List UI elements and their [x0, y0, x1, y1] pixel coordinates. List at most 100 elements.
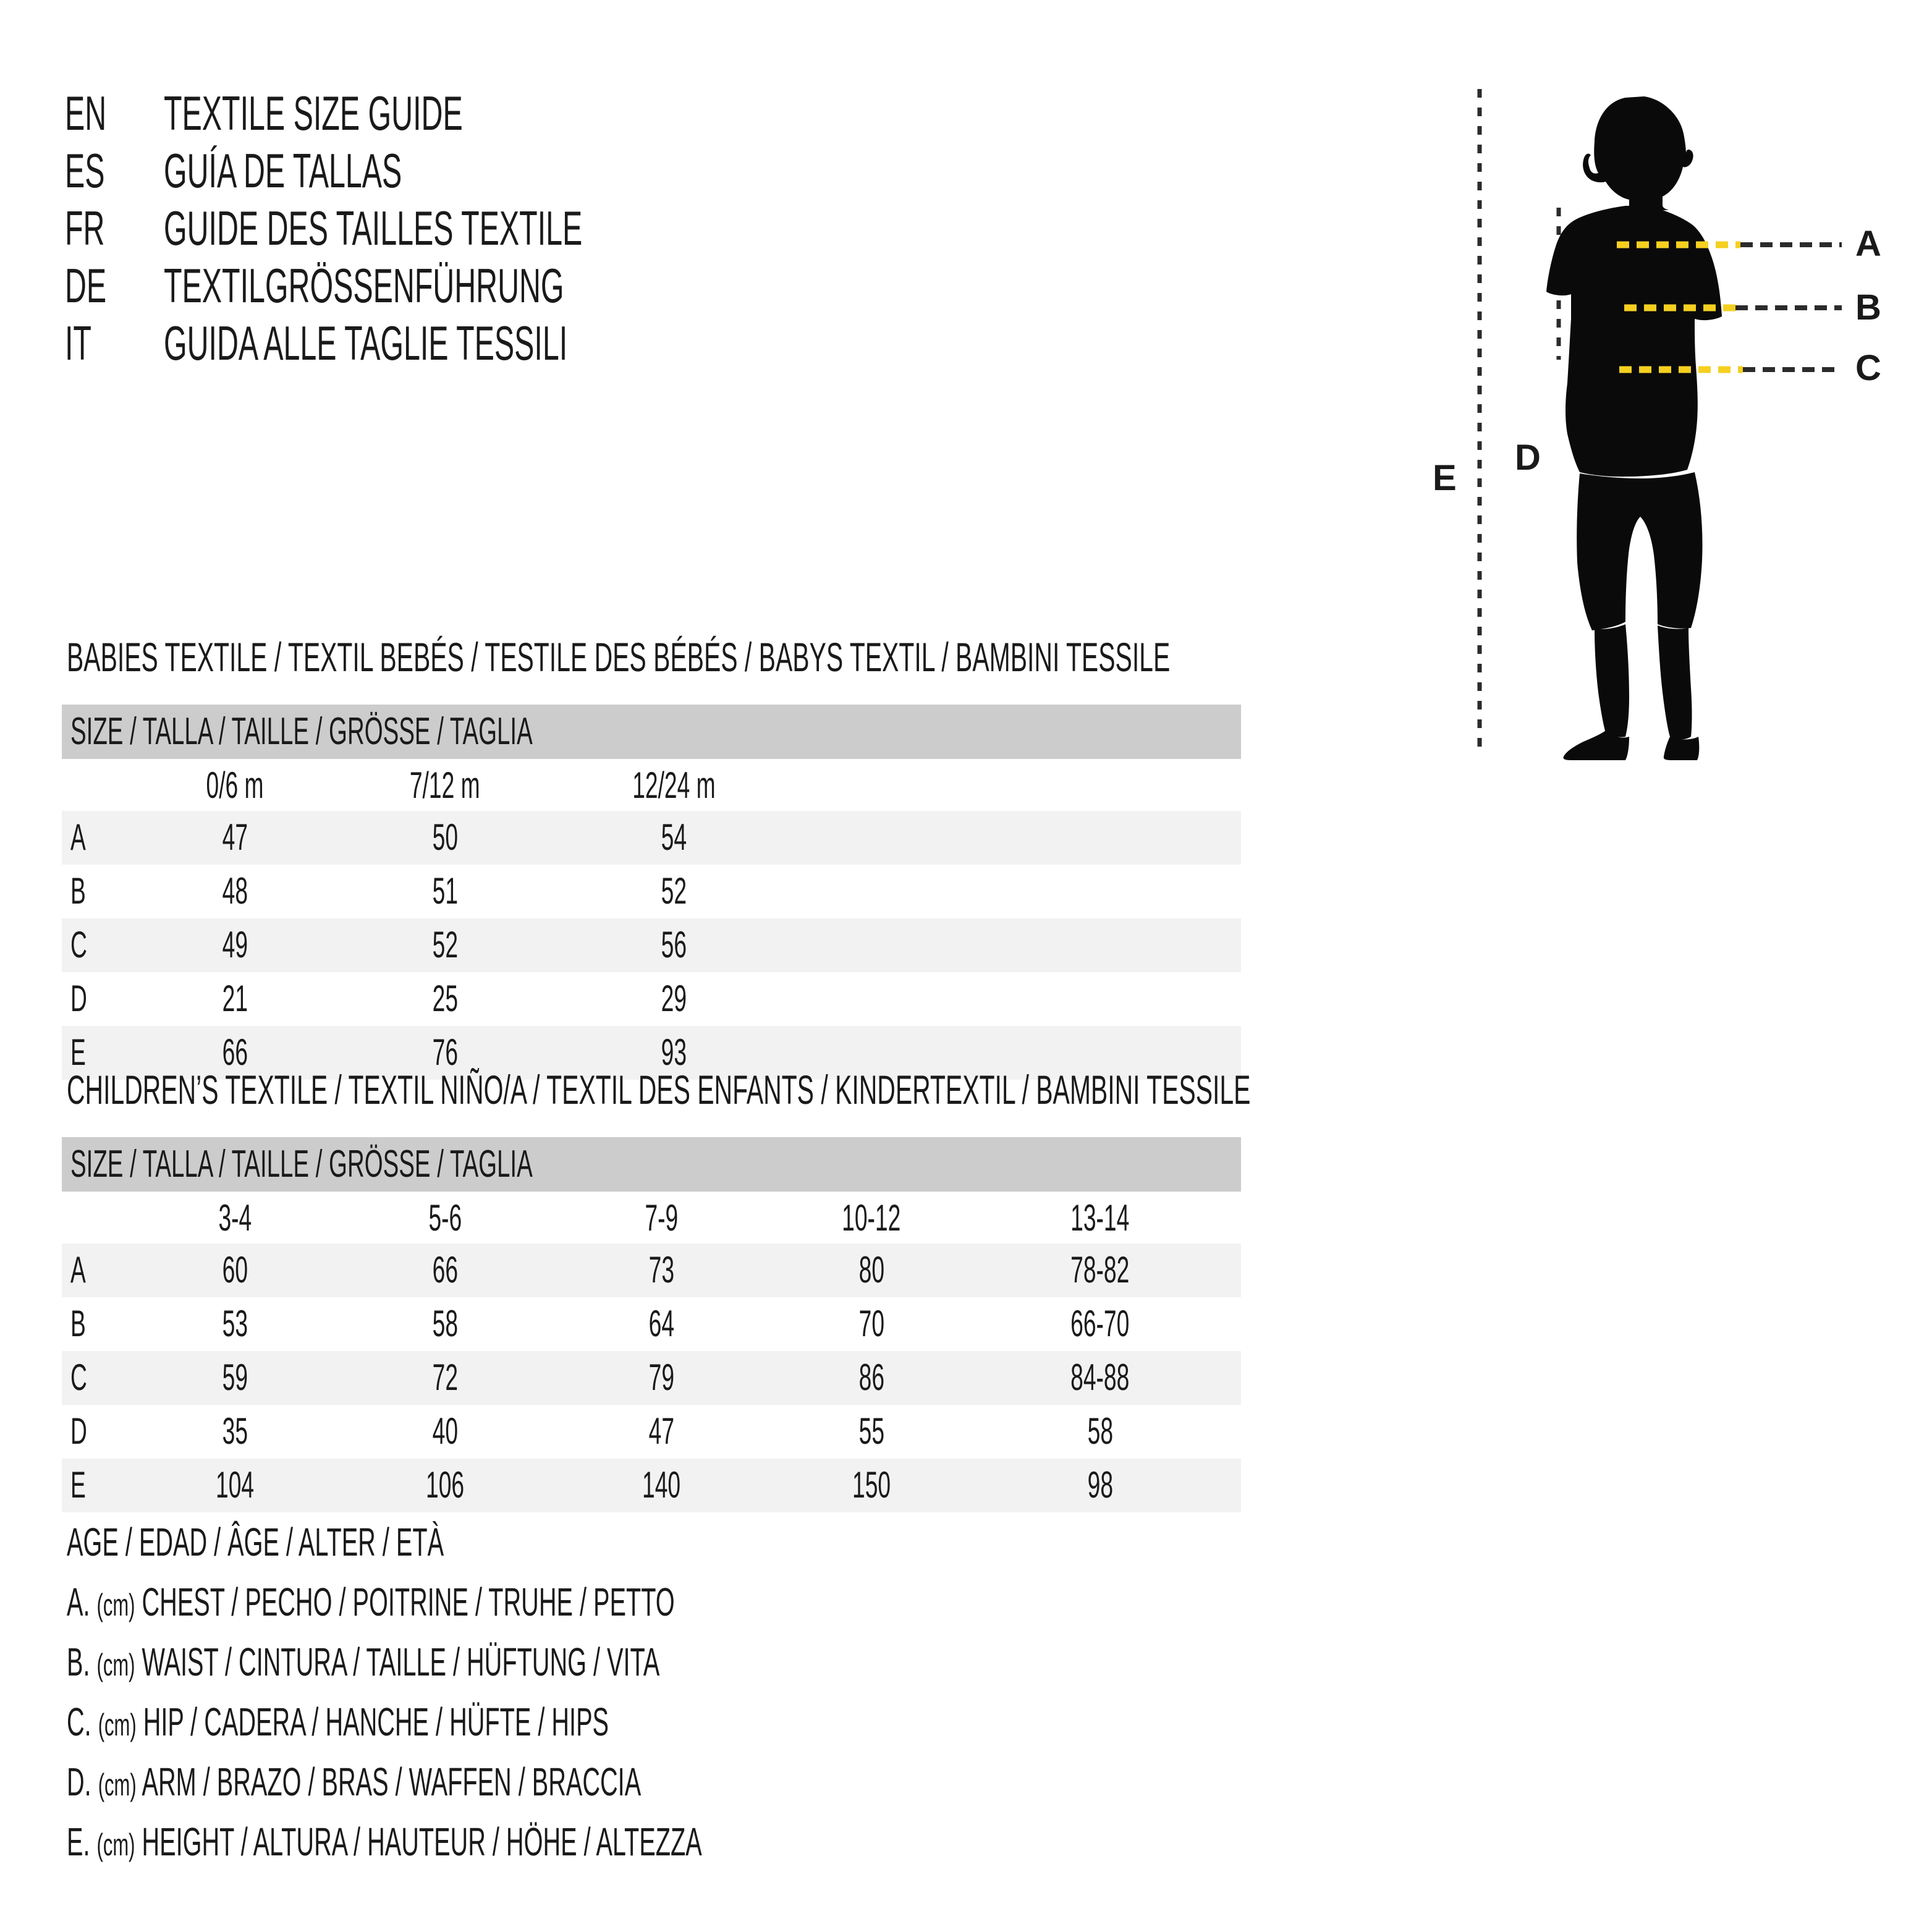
children-column-header-row: 3-4 5-6 7-9 10-12 13-14 — [62, 1192, 1241, 1244]
language-code: FR — [65, 201, 105, 255]
row-label: C — [70, 1357, 87, 1398]
row-label: B — [70, 870, 86, 912]
figure-label-waist: B — [1855, 287, 1881, 328]
table-row: C 49 52 56 — [62, 918, 1241, 972]
table-cell: 59 — [222, 1357, 248, 1398]
children-column-header: 5-6 — [428, 1197, 462, 1239]
row-label: B — [70, 1303, 86, 1344]
table-cell: 53 — [222, 1303, 248, 1344]
row-label: D — [70, 1410, 87, 1452]
legend-item-hip: C. (cm) HIP / CADERA / HANCHE / HÜFTE / … — [67, 1700, 609, 1744]
table-row: B 53 58 64 70 66-70 — [62, 1297, 1241, 1351]
language-row: FR GUIDE DES TAILLES TEXTILE — [65, 201, 1054, 259]
table-cell: 48 — [222, 870, 248, 912]
language-title: GUIDE DES TAILLES TEXTILE — [164, 201, 583, 255]
language-row: IT GUIDA ALLE TAGLIE TESSILI — [65, 316, 1054, 374]
table-row: A 47 50 54 — [62, 811, 1241, 865]
table-cell: 70 — [858, 1303, 884, 1344]
figure-label-arm: D — [1515, 438, 1541, 478]
body-silhouette-diagram — [1477, 89, 1842, 760]
table-row: E 104 106 140 150 98 — [62, 1459, 1241, 1512]
table-cell: 52 — [432, 924, 458, 965]
children-section-title: CHILDREN’S TEXTILE / TEXTIL NIÑO/A / TEX… — [67, 1067, 1251, 1112]
legend-item-height: E. (cm) HEIGHT / ALTURA / HAUTEUR / HÖHE… — [67, 1820, 702, 1864]
babies-column-header-row: 0/6 m 7/12 m 12/24 m — [62, 759, 1241, 811]
language-code: DE — [65, 258, 107, 313]
table-cell: 55 — [858, 1410, 884, 1452]
table-cell: 49 — [222, 924, 248, 965]
table-cell: 66 — [222, 1032, 248, 1073]
measurement-figure: E D A B C — [1409, 74, 1904, 760]
babies-column-header: 0/6 m — [206, 765, 264, 806]
language-row: ES GUÍA DE TALLAS — [65, 144, 1054, 201]
table-row: D 35 40 47 55 58 — [62, 1405, 1241, 1459]
table-cell: 78-82 — [1070, 1249, 1130, 1290]
table-row: B 48 51 52 — [62, 865, 1241, 918]
babies-column-header: 7/12 m — [410, 765, 480, 806]
figure-label-hip: C — [1855, 348, 1881, 388]
legend-item-waist: B. (cm) WAIST / CINTURA / TAILLE / HÜFTU… — [67, 1640, 660, 1684]
table-cell: 60 — [222, 1249, 248, 1290]
table-cell: 104 — [215, 1464, 255, 1506]
language-code: IT — [65, 316, 91, 370]
table-cell: 93 — [661, 1032, 687, 1073]
table-row: E 66 76 93 — [62, 1026, 1241, 1080]
legend-item-chest: A. (cm) CHEST / PECHO / POITRINE / TRUHE… — [67, 1580, 675, 1624]
table-cell: 86 — [858, 1357, 884, 1398]
children-column-header: 7-9 — [645, 1197, 678, 1239]
table-cell: 73 — [648, 1249, 674, 1290]
table-cell: 72 — [432, 1357, 458, 1398]
children-size-table: SIZE / TALLA / TAILLE / GRÖSSE / TAGLIA … — [62, 1137, 1241, 1512]
babies-size-header-label: SIZE / TALLA / TAILLE / GRÖSSE / TAGLIA — [70, 710, 533, 753]
row-label: A — [70, 816, 86, 858]
table-cell: 84-88 — [1070, 1357, 1130, 1398]
language-title: GUIDA ALLE TAGLIE TESSILI — [164, 316, 568, 370]
table-cell: 21 — [222, 978, 248, 1019]
figure-label-height: E — [1433, 458, 1457, 498]
table-cell: 52 — [661, 870, 687, 912]
measurement-legend: AGE / EDAD / ÂGE / ALTER / ETÀ A. (cm) C… — [67, 1520, 1091, 1880]
table-cell: 35 — [222, 1410, 248, 1452]
table-cell: 66-70 — [1070, 1303, 1130, 1344]
table-cell: 47 — [222, 816, 248, 858]
language-code: EN — [65, 86, 107, 140]
table-cell: 47 — [648, 1410, 674, 1452]
table-cell: 66 — [432, 1249, 458, 1290]
table-cell: 50 — [432, 816, 458, 858]
language-row: DE TEXTILGRÖSSENFÜHRUNG — [65, 259, 1054, 316]
babies-size-table: SIZE / TALLA / TAILLE / GRÖSSE / TAGLIA … — [62, 705, 1241, 1080]
table-cell: 64 — [648, 1303, 674, 1344]
legend-item-arm: D. (cm) ARM / BRAZO / BRAS / WAFFEN / BR… — [67, 1760, 642, 1804]
language-title: GUÍA DE TALLAS — [164, 143, 402, 198]
table-row: A 60 66 73 80 78-82 — [62, 1244, 1241, 1297]
children-column-header: 13-14 — [1070, 1197, 1130, 1239]
children-table-header-band: SIZE / TALLA / TAILLE / GRÖSSE / TAGLIA — [62, 1137, 1241, 1192]
table-cell: 150 — [852, 1464, 891, 1506]
language-header-block: EN TEXTILE SIZE GUIDE ES GUÍA DE TALLAS … — [65, 87, 1054, 374]
legend-age-line: AGE / EDAD / ÂGE / ALTER / ETÀ — [67, 1520, 444, 1564]
table-cell: 140 — [642, 1464, 681, 1506]
babies-table-header-band: SIZE / TALLA / TAILLE / GRÖSSE / TAGLIA — [62, 705, 1241, 759]
language-code: ES — [65, 143, 105, 198]
language-title: TEXTILGRÖSSENFÜHRUNG — [164, 258, 564, 313]
language-title: TEXTILE SIZE GUIDE — [164, 86, 463, 140]
table-cell: 40 — [432, 1410, 458, 1452]
children-column-header: 3-4 — [218, 1197, 252, 1239]
table-cell: 58 — [432, 1303, 458, 1344]
table-cell: 79 — [648, 1357, 674, 1398]
language-row: EN TEXTILE SIZE GUIDE — [65, 87, 1054, 144]
children-column-header: 10-12 — [842, 1197, 901, 1239]
table-cell: 58 — [1087, 1410, 1113, 1452]
children-size-header-label: SIZE / TALLA / TAILLE / GRÖSSE / TAGLIA — [70, 1143, 533, 1185]
babies-column-header: 12/24 m — [632, 765, 716, 806]
table-row: D 21 25 29 — [62, 972, 1241, 1026]
row-label: E — [70, 1464, 86, 1506]
child-silhouette — [1546, 96, 1722, 760]
row-label: C — [70, 924, 87, 965]
table-cell: 76 — [432, 1032, 458, 1073]
babies-section-title: BABIES TEXTILE / TEXTIL BEBÉS / TESTILE … — [67, 634, 1171, 680]
row-label: A — [70, 1249, 86, 1290]
table-cell: 51 — [432, 870, 458, 912]
figure-label-chest: A — [1855, 224, 1881, 264]
row-label: E — [70, 1032, 86, 1073]
